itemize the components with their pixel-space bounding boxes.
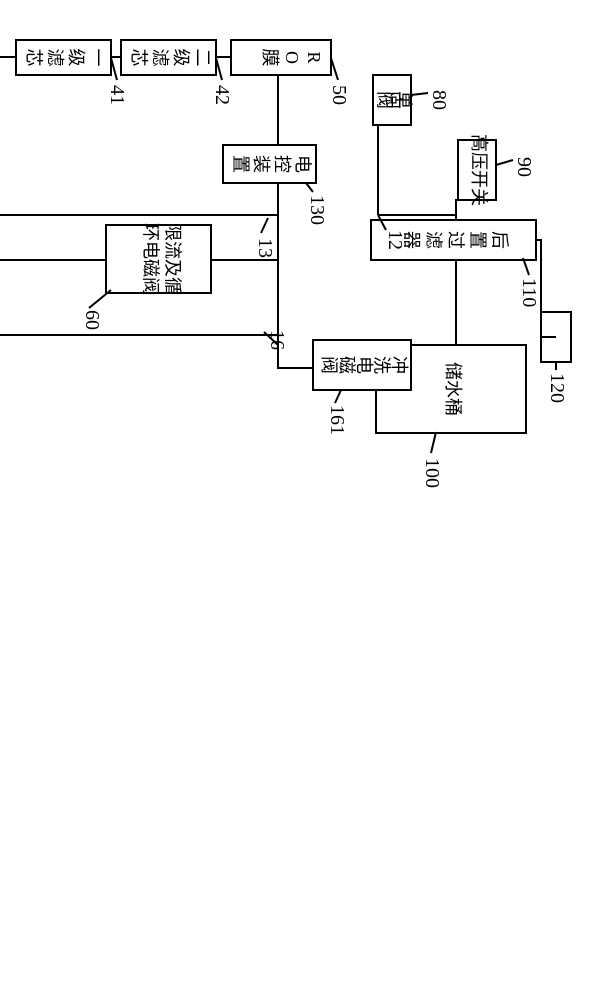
ro-ref: 50 xyxy=(328,85,350,105)
ref-12: 12 xyxy=(384,230,406,250)
filter2-ref: 42 xyxy=(211,85,233,105)
post_filter-label: 后置过滤器 xyxy=(401,231,509,249)
post_filter-ref: 110 xyxy=(518,278,540,307)
ecu-label: 电控装置 xyxy=(230,155,312,173)
filter2-label: 二级滤芯 xyxy=(129,49,213,67)
flush_valve-ref: 161 xyxy=(326,405,348,435)
check_valve-label: 单向阀 xyxy=(375,91,414,109)
hp_switch-ref: 90 xyxy=(513,157,535,177)
filter1-label: 一级滤芯 xyxy=(24,49,108,67)
check_valve-ref: 80 xyxy=(428,90,450,110)
tank-ref: 100 xyxy=(421,458,443,488)
flush_valve-label: 冲洗电磁阀 xyxy=(319,356,409,374)
ref-16: 16 xyxy=(266,330,288,350)
faucet-ref: 120 xyxy=(546,373,568,403)
ref-13: 13 xyxy=(254,238,276,258)
water-system-diagram: 前置过滤器10进水电磁阀20水泵30一级滤芯41二级滤芯42RO膜50单向阀80… xyxy=(0,0,591,1000)
ecu-ref: 130 xyxy=(306,195,328,225)
tank-label: 储水桶 xyxy=(443,362,463,416)
filter1-ref: 41 xyxy=(106,85,128,105)
hp_switch-label: 高压开关 xyxy=(469,134,489,206)
recirc_valve-ref: 60 xyxy=(81,310,103,330)
